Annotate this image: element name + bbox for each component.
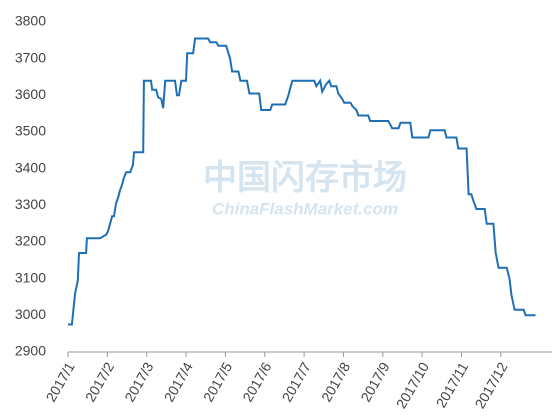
y-tick-label: 3700 [15,49,46,65]
y-tick-label: 3600 [15,86,46,102]
watermark-subtitle: ChinaFlashMarket.com [212,199,398,218]
x-tick-label: 2017/12 [471,359,510,411]
x-tick-label: 2017/4 [161,359,196,404]
y-tick-label: 3200 [15,233,46,249]
y-tick-label: 3500 [15,123,46,139]
x-tick-label: 2017/11 [433,359,472,410]
x-tick-label: 2017/6 [239,359,274,404]
y-tick-label: 3000 [15,306,46,322]
x-tick-label: 2017/7 [279,359,314,404]
x-tick-label: 2017/5 [200,359,235,404]
y-tick-label: 2900 [15,343,46,359]
x-tick-label: 2017/1 [43,359,78,404]
x-tick-label: 2017/8 [318,359,353,404]
y-tick-label: 3100 [15,269,46,285]
watermark-title: 中国闪存市场 [203,158,407,197]
y-tick-label: 3800 [15,13,46,29]
x-tick-label: 2017/9 [357,359,392,404]
y-tick-label: 3400 [15,159,46,175]
x-tick-label: 2017/10 [393,359,432,411]
y-tick-label: 3300 [15,196,46,212]
x-tick-label: 2017/2 [82,359,117,404]
x-tick-label: 2017/3 [121,359,156,404]
data-line [68,37,536,326]
